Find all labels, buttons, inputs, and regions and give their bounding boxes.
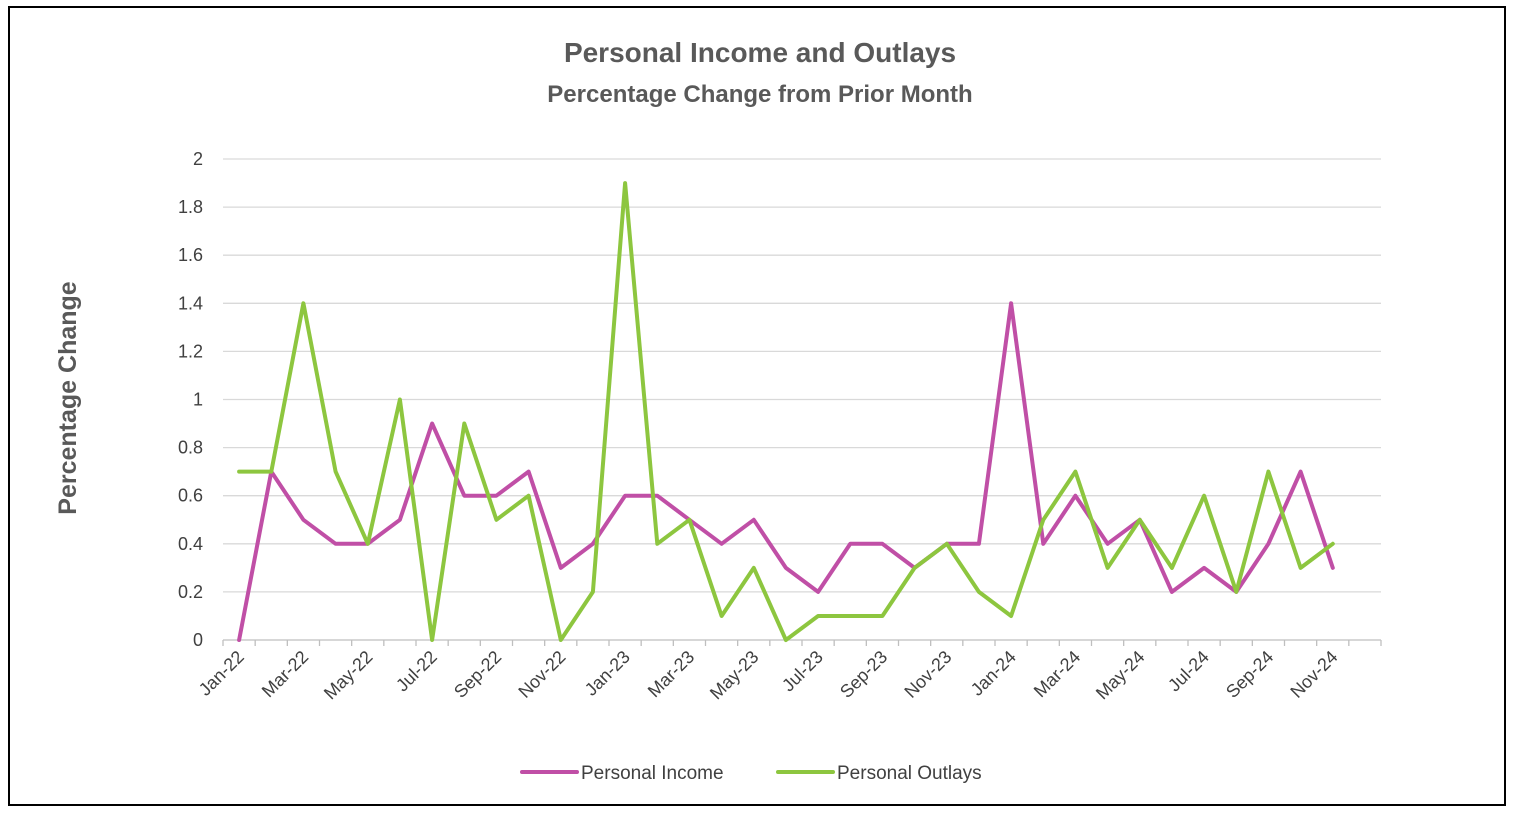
x-tick-label: Nov-23 bbox=[900, 647, 955, 702]
x-tick-label: Jul-24 bbox=[1164, 647, 1213, 696]
y-tick-label: 0 bbox=[193, 630, 203, 650]
x-tick-label: May-23 bbox=[706, 647, 763, 704]
line-chart: Personal Income and Outlays Percentage C… bbox=[54, 37, 1382, 784]
legend: Personal Income Personal Outlays bbox=[520, 763, 982, 784]
x-tick-label: May-24 bbox=[1092, 647, 1149, 704]
gridlines bbox=[223, 158, 1381, 641]
chart-frame: Personal Income and Outlays Percentage C… bbox=[8, 6, 1506, 806]
y-tick-label: 0.4 bbox=[178, 534, 203, 554]
chart-subtitle: Percentage Change from Prior Month bbox=[547, 81, 972, 108]
x-tick-label: Mar-22 bbox=[258, 647, 312, 701]
x-tick-label: Nov-22 bbox=[514, 647, 569, 702]
series-line-personal-outlays bbox=[237, 181, 1335, 642]
x-tick-label: Sep-22 bbox=[450, 647, 505, 702]
x-tick-label: Jul-22 bbox=[392, 647, 441, 696]
x-tick-label: Sep-23 bbox=[836, 647, 891, 702]
y-tick-label: 1.8 bbox=[178, 197, 203, 217]
x-tick-label: Nov-24 bbox=[1286, 647, 1341, 702]
y-tick-label: 2 bbox=[193, 149, 203, 169]
x-tick-label: Jan-23 bbox=[581, 647, 634, 700]
legend-label: Personal Outlays bbox=[837, 763, 982, 784]
x-tick-label: Jan-24 bbox=[967, 647, 1020, 700]
y-tick-label: 0.8 bbox=[178, 438, 203, 458]
y-tick-label: 1.4 bbox=[178, 293, 203, 313]
x-tick-label: Jan-22 bbox=[195, 647, 248, 700]
y-axis-title: Percentage Change bbox=[54, 281, 82, 515]
x-tick-label: Jul-23 bbox=[778, 647, 827, 696]
series-line-personal-income bbox=[237, 301, 1335, 642]
x-axis-ticks: Jan-22 Mar-22 May-22 Jul-22 Sep-22 Nov-22 Jan-… bbox=[195, 640, 1382, 704]
series-lines bbox=[237, 181, 1335, 642]
y-axis-ticks: 0 0.2 0.4 0.6 0.8 1 1.2 1.4 1.6 1.8 2 bbox=[178, 149, 203, 650]
legend-label: Personal Income bbox=[581, 763, 724, 784]
y-tick-label: 0.6 bbox=[178, 486, 203, 506]
y-tick-label: 0.2 bbox=[178, 582, 203, 602]
x-tick-label: Mar-23 bbox=[644, 647, 698, 701]
y-tick-label: 1.6 bbox=[178, 245, 203, 265]
x-tick-label: Sep-24 bbox=[1222, 647, 1277, 702]
y-tick-label: 1.2 bbox=[178, 341, 203, 361]
y-tick-label: 1 bbox=[193, 390, 203, 410]
x-tick-label: May-22 bbox=[320, 647, 377, 704]
x-tick-label: Mar-24 bbox=[1030, 647, 1084, 701]
chart-title: Personal Income and Outlays bbox=[564, 37, 956, 68]
